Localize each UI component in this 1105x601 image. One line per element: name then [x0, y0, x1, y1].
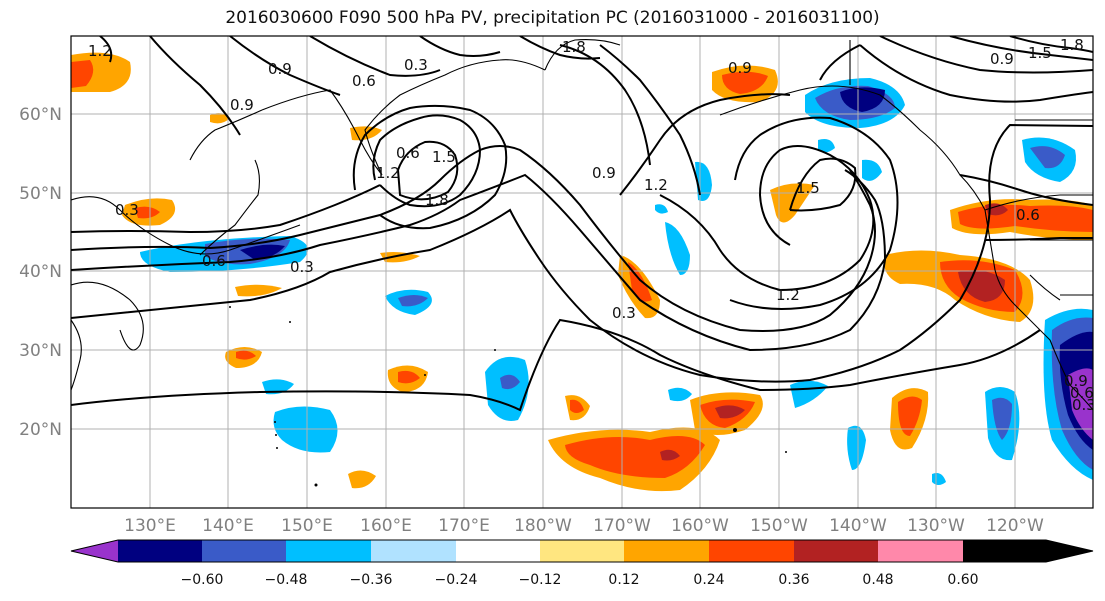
contour-label: 1.8	[425, 191, 449, 209]
colorbar-tick-label: 0.48	[862, 572, 893, 588]
contour-label: 1.8	[1060, 36, 1084, 54]
lon-label: 130°E	[124, 516, 176, 536]
contour-label: 1.5	[432, 148, 456, 166]
contour-label: 1.8	[562, 38, 586, 56]
longitude-labels: 130°E 140°E 150°E 160°E 170°E 180°W 170°…	[124, 516, 1044, 536]
contour-label: 0.6	[352, 72, 376, 90]
colorbar-segment	[456, 540, 540, 562]
colorbar-tick-label: −0.36	[350, 572, 393, 588]
coastlines	[71, 39, 1093, 411]
lat-label: 20°N	[19, 420, 62, 440]
colorbar-tick-label: 0.12	[608, 572, 639, 588]
lon-label: 140°W	[829, 516, 887, 536]
colorbar-segment	[371, 540, 456, 562]
colorbar-tick-label: −0.60	[181, 572, 224, 588]
colorbar-segment	[709, 540, 794, 562]
colorbar-tick-label: −0.48	[265, 572, 308, 588]
contour-label: 1.2	[776, 286, 800, 304]
lon-label: 160°W	[671, 516, 729, 536]
map-border	[70, 35, 1094, 509]
map-title: 2016030600 F090 500 hPa PV, precipitatio…	[225, 8, 880, 28]
contour-label: 1.5	[1028, 44, 1052, 62]
colorbar-extend-high-tip	[963, 540, 1093, 562]
contour-label: 0.6	[1016, 206, 1040, 224]
colorbar-tick-label: −0.12	[519, 572, 562, 588]
contour-label: 0.3	[1072, 396, 1096, 414]
lon-label: 150°W	[750, 516, 808, 536]
contour-label: 0.6	[1070, 384, 1094, 402]
colorbar-tick-label: −0.24	[435, 572, 478, 588]
lat-label: 40°N	[19, 262, 62, 282]
colorbar-segment	[202, 540, 286, 562]
graticule	[71, 36, 1093, 508]
lon-label: 120°W	[986, 516, 1044, 536]
lon-label: 160°E	[360, 516, 412, 536]
contour-label: 0.9	[230, 96, 254, 114]
island-dots	[229, 306, 787, 487]
colorbar-segment	[118, 540, 202, 562]
lat-label: 60°N	[19, 105, 62, 125]
colorbar-segment	[794, 540, 878, 562]
lat-label: 50°N	[19, 184, 62, 204]
colorbar-tick-label: 0.24	[693, 572, 724, 588]
contour-label: 1.5	[796, 179, 820, 197]
colorbar: −0.60 −0.48 −0.36 −0.24 −0.12 0.12 0.24 …	[70, 539, 1094, 588]
lon-label: 130°W	[907, 516, 965, 536]
contour-label: 0.3	[612, 304, 636, 322]
colorbar-segment	[624, 540, 709, 562]
contour-label: 0.6	[202, 252, 226, 270]
lon-label: 180°W	[514, 516, 572, 536]
colorbar-extend-high	[878, 540, 963, 562]
contour-label: 0.9	[592, 164, 616, 182]
contour-label: 0.3	[404, 56, 428, 74]
contour-label: 0.9	[990, 50, 1014, 68]
latitude-labels: 60°N 50°N 40°N 30°N 20°N	[19, 105, 62, 440]
pv-contours	[71, 36, 1093, 412]
contour-label: 1.2	[644, 176, 668, 194]
colorbar-ticks: −0.60 −0.48 −0.36 −0.24 −0.12 0.12 0.24 …	[181, 572, 979, 588]
colorbar-tick-label: 0.60	[947, 572, 978, 588]
contour-label-group: 1.2 0.9 0.6 0.3 0.9 1.8 0.3 0.6 1.5 1.8 …	[88, 36, 1096, 414]
colorbar-segment	[540, 540, 624, 562]
contour-label: 0.9	[1064, 372, 1088, 390]
lon-label: 150°E	[281, 516, 333, 536]
colorbar-segment	[286, 540, 371, 562]
contour-label: 0.3	[115, 201, 139, 219]
contour-label: 0.6	[396, 144, 420, 162]
colorbar-tick-label: 0.36	[778, 572, 809, 588]
contour-label: 0.3	[290, 258, 314, 276]
contour-label: 0.9	[268, 60, 292, 78]
contour-label: 1.2	[88, 42, 112, 60]
contour-label: 0.9	[728, 59, 752, 77]
colorbar-extend-low	[71, 540, 118, 562]
lon-label: 170°W	[593, 516, 651, 536]
lon-label: 140°E	[202, 516, 254, 536]
lon-label: 170°E	[438, 516, 490, 536]
lat-label: 30°N	[19, 341, 62, 361]
contour-label: 1.2	[376, 164, 400, 182]
